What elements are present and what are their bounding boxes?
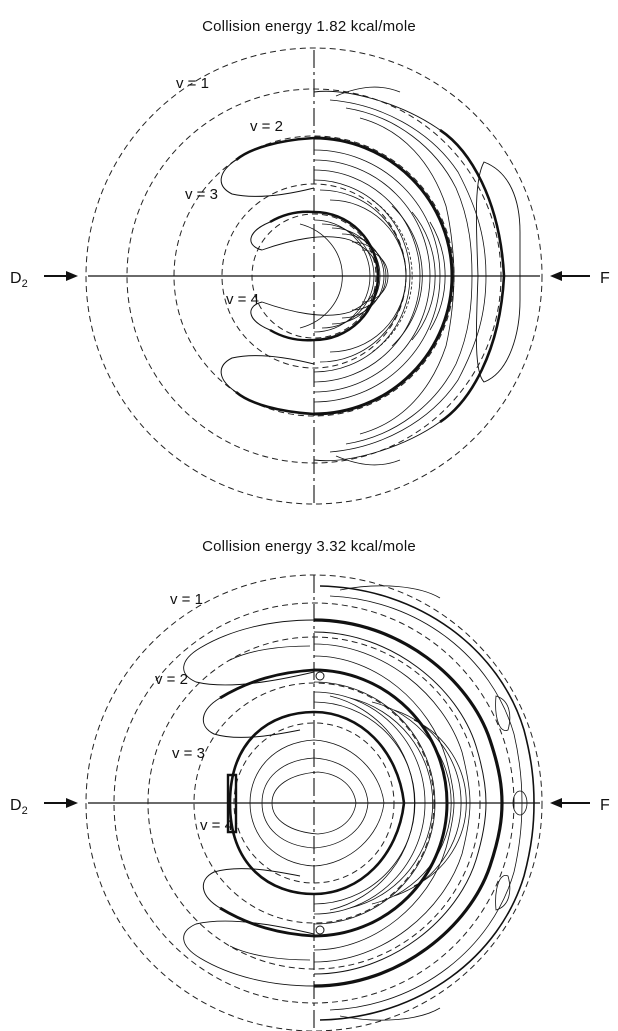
right-beam-label: F [600,797,610,814]
svg-text:D2: D2 [10,797,28,817]
right-beam: F [550,797,610,814]
left-beam-subscript: 2 [22,278,28,290]
left-beam-label: D [10,270,22,287]
contour-peak-bottom [316,926,324,934]
label-v1: v = 1 [170,591,203,608]
label-v3: v = 3 [185,186,218,203]
label-v4: v = 4 [226,291,259,308]
label-v1: v = 1 [176,75,209,92]
panel-bottom: Collision energy 3.32 kcal/mole [0,520,618,1031]
label-v3: v = 3 [172,745,205,762]
left-beam-label: D [10,797,22,814]
svg-text:D2: D2 [10,270,28,290]
right-beam-label: F [600,270,610,287]
panel-top: Collision energy 1.82 kcal/mole [0,0,618,510]
left-beam-subscript: 2 [22,805,28,817]
label-v2: v = 2 [155,671,188,688]
label-v2: v = 2 [250,118,283,135]
right-beam: F [550,270,610,287]
contour-map: v = 1 v = 2 v = 3 v = 4 D2 F [0,520,618,1031]
contour-map: v = 1 v = 2 v = 3 v = 4 D2 F [0,0,618,510]
contour-peak-top [316,672,324,680]
label-v4: v = 4 [200,817,233,834]
left-beam: D2 [10,270,78,290]
left-beam: D2 [10,797,78,817]
